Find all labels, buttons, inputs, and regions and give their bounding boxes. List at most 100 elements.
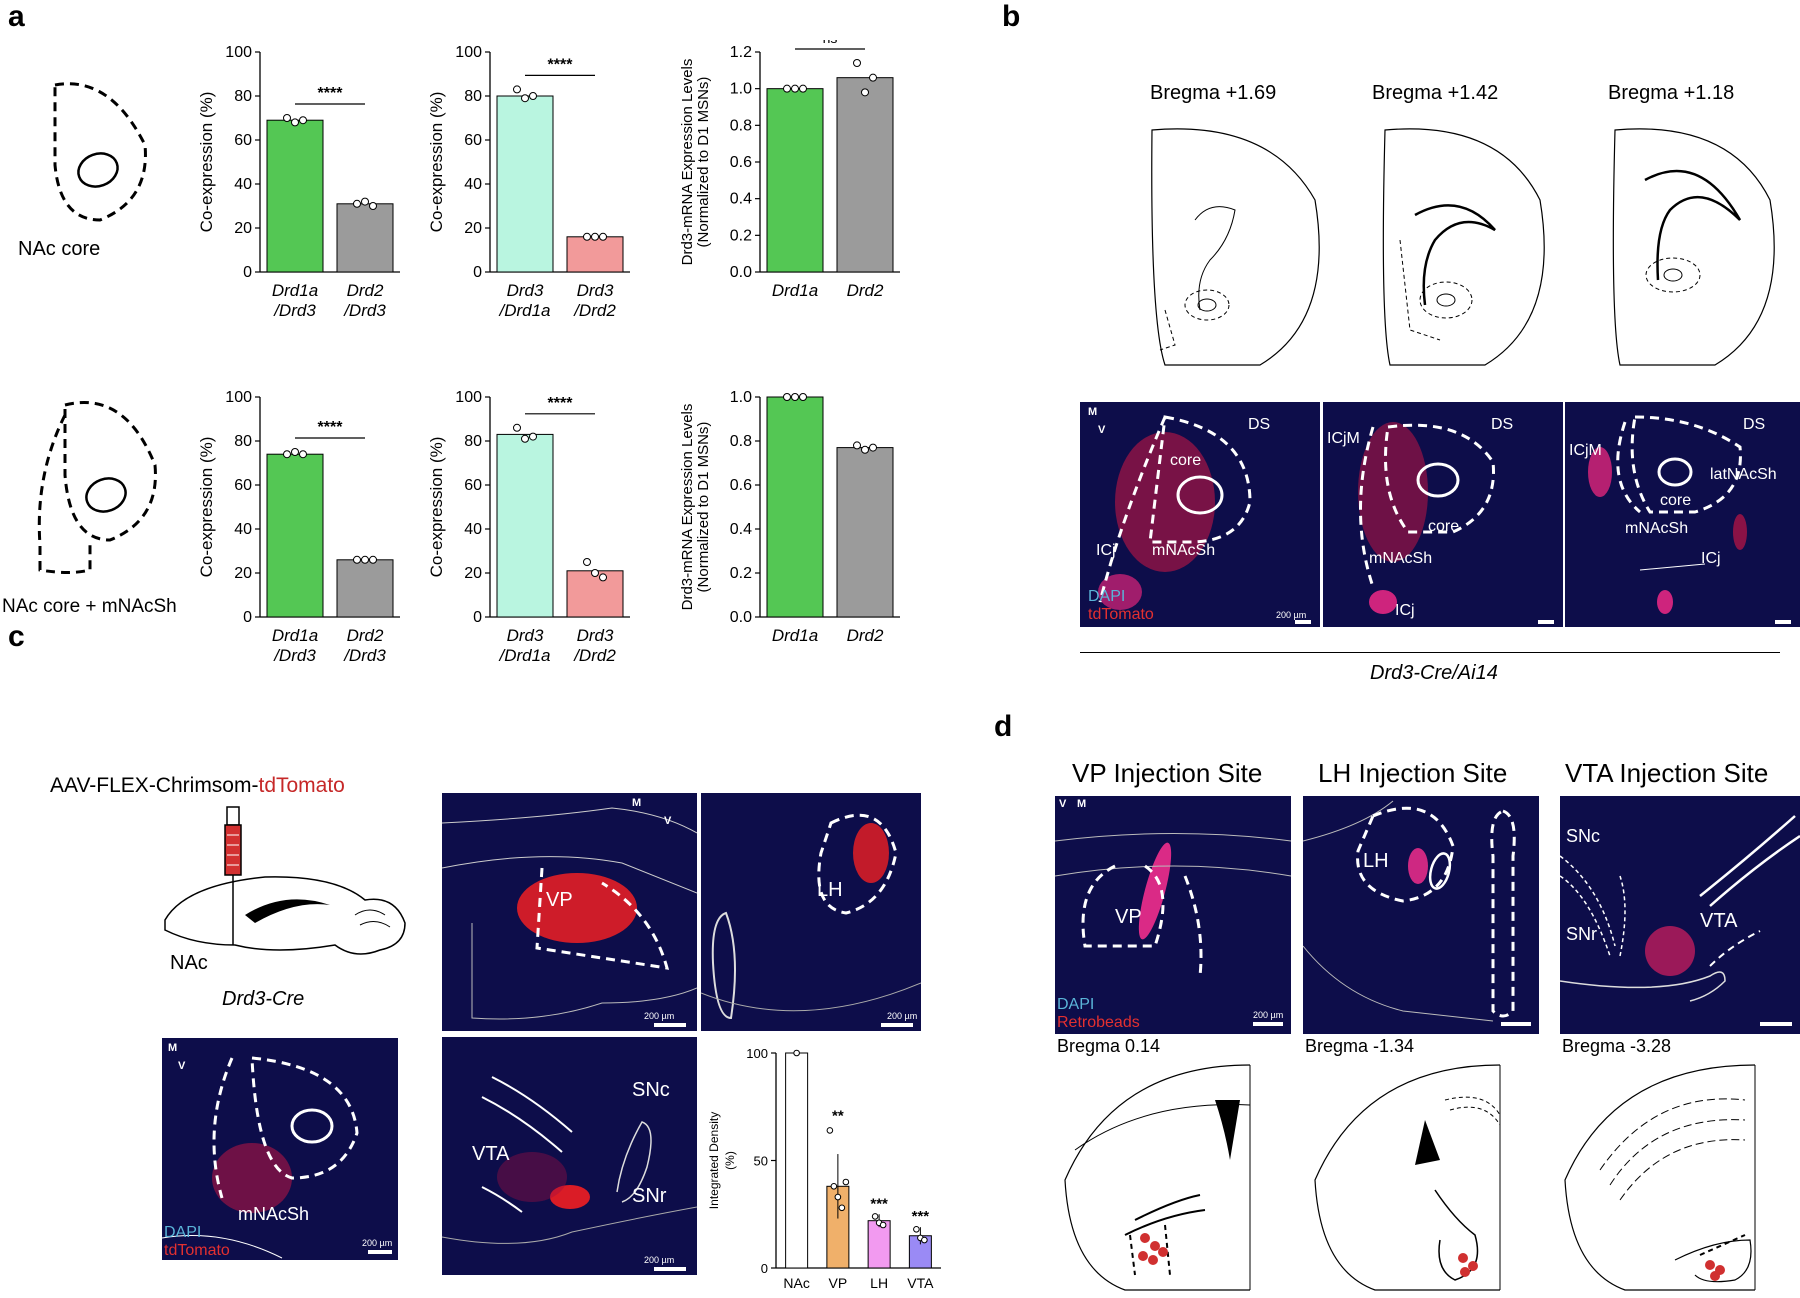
y-tick-label: 80 [234,433,252,450]
panel-label-d: d [994,710,1013,743]
brain-image-c-lh: LH 200 µm [701,793,921,1031]
x-tick-label: Drd1a [772,626,818,645]
bar-drd1adrd3 [266,453,324,618]
data-point [599,232,607,241]
label-mnacsh: mNAcSh [1625,520,1689,537]
data-point [299,116,307,125]
label-tdtomato: tdTomato [1088,606,1154,623]
data-point [299,450,307,459]
bar-drd3drd2 [566,570,624,618]
atlas-sections-b [1151,128,1775,366]
label-lh: LH [817,879,843,901]
data-point [599,573,607,582]
y-tick-label: 1.0 [730,81,752,98]
data-point [861,88,869,97]
axis-m: M [1088,406,1098,418]
bregma-title-1: Bregma +1.69 [1150,82,1277,104]
label-icj: ICj [1395,602,1415,619]
y-axis-label: Co-expression (%) [427,92,446,233]
y-tick-label: 0 [243,264,252,281]
axis-v: V [1059,798,1067,810]
axis-m: M [1077,798,1087,810]
data-point [783,84,791,93]
data-point [838,1204,846,1212]
y-tick-label: 80 [464,433,482,450]
y-axis-label-2: (Normalized to D1 MSNs) [695,77,712,248]
x-tick-label: /Drd1a [498,646,550,665]
x-tick-label: Drd3 [507,626,544,645]
x-tick-label: /Drd3 [273,301,316,320]
y-tick-label: 100 [225,389,252,406]
y-tick-label: 100 [455,389,482,406]
caption-drd3-cre-ai14: Drd3-Cre/Ai14 [1370,662,1498,684]
x-tick-label: /Drd3 [273,646,316,665]
axis-m: M [168,1042,178,1054]
y-tick-label: 60 [234,477,252,494]
data-point [513,85,521,94]
y-tick-label: 0 [473,609,482,626]
y-tick-label: 80 [234,88,252,105]
data-point [861,445,869,454]
panel-label-c: c [8,620,25,653]
virus-label: AAV-FLEX-Chrimsom-tdTomato [50,774,345,797]
data-point [291,448,299,456]
y-tick-label: 40 [464,521,482,538]
data-point [583,232,591,241]
data-point [361,197,369,206]
panel-label-a: a [8,0,25,33]
data-point [869,73,877,82]
scale-bar [1501,1022,1531,1026]
bar-drd3drd1a [496,433,554,618]
y-tick-label: 40 [464,176,482,193]
y-tick-label: 0.0 [730,609,752,626]
x-tick-label: Drd3 [577,626,614,645]
scale-bar-label: 200 µm [362,1238,393,1248]
bregma-d3: Bregma -3.28 [1562,1036,1672,1056]
data-point [869,443,877,452]
bar-drd2 [836,77,894,273]
label-core: core [1660,492,1692,509]
label-dapi: DAPI [1057,996,1095,1013]
data-point [799,84,807,93]
bar-drd3drd1a [496,95,554,273]
significance-marker: *** [870,1195,888,1212]
significance-label: **** [548,395,574,412]
y-axis-label: Integrated Density [707,1112,721,1209]
y-axis-label: Co-expression (%) [427,437,446,578]
significance-label: **** [548,56,574,73]
y-axis-label: Co-expression (%) [197,92,216,233]
scale-bar-label: 200 µm [887,1011,918,1021]
significance-label: ns [823,40,838,46]
label-dapi: DAPI [1088,588,1126,605]
bregma-title-3: Bregma +1.18 [1608,82,1735,104]
x-tick-label: Drd2 [847,281,884,300]
label-snr: SNr [1566,924,1597,944]
data-point [283,114,291,122]
y-tick-label: 20 [464,565,482,582]
brain-image-c-vp: M V VP 200 µm [442,793,697,1031]
chart-c-integrated-density: 0 50 100 Integrated Density (%) NAc VP ** LH *** V… [707,1046,941,1291]
bregma-title-2: Bregma +1.42 [1372,82,1499,104]
x-tick-label: /Drd3 [343,646,386,665]
y-tick-label: 0.0 [730,264,752,281]
axis-m: M [632,797,642,809]
data-point [291,118,299,127]
significance-label: **** [318,85,344,102]
y-tick-label: 0.6 [730,154,752,171]
brain-image-b3: ICjM DS core latNAcSh mNAcSh ICj [1565,402,1800,627]
label-dapi: DAPI [164,1224,202,1241]
brain-image-b1: M V DS core ICj mNAcSh DAPI tdTomato 200… [1080,402,1320,627]
bar-drd1a [766,396,824,618]
data-point [361,555,369,564]
data-point [791,393,799,401]
label-vp: VP [546,889,573,911]
x-tick-label: NAc [783,1275,809,1291]
label-core: core [1170,452,1202,469]
label-snc: SNc [1566,826,1601,846]
data-point [913,1226,920,1233]
y-axis-label: Co-expression (%) [197,437,216,578]
y-tick-label: 60 [234,132,252,149]
brain-image-d-lh: LH [1303,796,1539,1034]
data-point [793,1049,800,1057]
